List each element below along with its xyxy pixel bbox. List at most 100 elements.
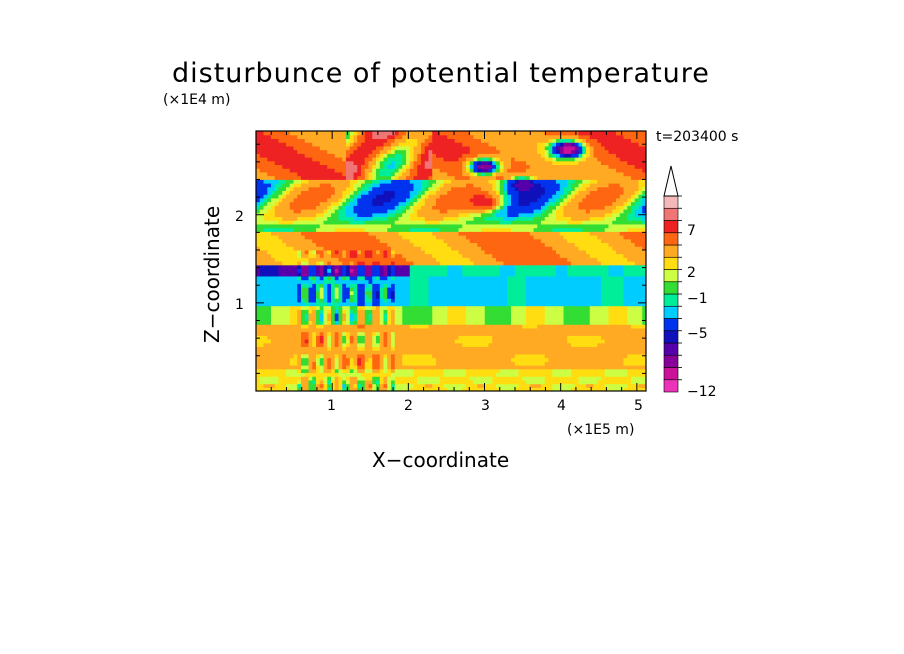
contour-cell: [364, 238, 370, 244]
contour-cell: [638, 383, 643, 388]
contour-cell: [518, 220, 523, 225]
contour-cell: [301, 376, 306, 381]
contour-cell: [627, 346, 632, 351]
contour-cell: [563, 379, 568, 385]
contour-cell: [544, 290, 550, 296]
contour-cell: [518, 253, 523, 258]
contour-cell: [349, 261, 355, 266]
contour-cell: [522, 327, 527, 333]
contour-cell: [402, 223, 407, 229]
contour-cell: [619, 257, 625, 262]
contour-cell: [454, 387, 460, 391]
contour-cell: [417, 316, 422, 322]
contour-cell: [278, 283, 283, 288]
contour-cell: [271, 268, 276, 273]
contour-cell: [447, 275, 452, 281]
contour-cell: [466, 290, 471, 296]
contour-cell: [616, 272, 621, 277]
contour-cell: [342, 339, 347, 344]
contour-cell: [589, 365, 595, 370]
contour-cell: [286, 290, 291, 296]
contour-cell: [481, 249, 486, 255]
contour-cell: [529, 361, 535, 366]
contour-cell: [473, 357, 478, 362]
contour-cell: [571, 279, 576, 284]
contour-cell: [616, 253, 621, 258]
contour-cell: [492, 290, 497, 296]
contour-cell: [634, 279, 640, 284]
contour-cell: [379, 342, 385, 348]
contour-cell: [334, 346, 340, 351]
contour-cell: [274, 379, 280, 385]
contour-cell: [331, 316, 336, 322]
contour-cell: [406, 376, 411, 381]
contour-cell: [327, 275, 332, 281]
contour-cell: [293, 313, 298, 318]
contour-cell: [593, 253, 598, 258]
contour-cell: [503, 268, 508, 273]
contour-cell: [312, 290, 317, 296]
contour-cell: [259, 379, 265, 385]
contour-cell: [634, 320, 640, 325]
contour-cell: [627, 216, 632, 221]
contour-cell: [559, 346, 565, 351]
contour-cell: [417, 294, 422, 299]
contour-cell: [417, 324, 422, 329]
contour-cell: [342, 331, 347, 336]
contour-cell: [443, 264, 448, 270]
contour-cell: [271, 209, 276, 214]
contour-cell: [259, 272, 265, 277]
contour-cell: [297, 257, 302, 262]
contour-cell: [559, 283, 565, 288]
contour-cell: [406, 368, 411, 374]
contour-cell: [529, 235, 535, 240]
contour-cell: [286, 331, 291, 336]
contour-cell: [604, 342, 610, 348]
contour-cell: [481, 257, 486, 262]
contour-cell: [372, 376, 377, 381]
contour-cell: [301, 387, 306, 391]
contour-cell: [331, 309, 336, 314]
contour-cell: [541, 246, 546, 251]
contour-cell: [327, 249, 332, 255]
contour-cell: [301, 346, 306, 351]
contour-cell: [372, 365, 377, 370]
contour-cell: [604, 301, 610, 307]
contour-cell: [286, 298, 291, 303]
contour-cell: [353, 387, 358, 391]
contour-cell: [267, 257, 272, 262]
contour-cell: [263, 368, 268, 374]
contour-cell: [567, 361, 572, 366]
contour-cell: [364, 246, 370, 251]
contour-cell: [338, 242, 343, 247]
contour-cell: [447, 261, 452, 266]
contour-cell: [552, 320, 557, 325]
contour-cell: [383, 320, 388, 325]
contour-cell: [462, 357, 467, 362]
contour-cell: [608, 275, 613, 281]
contour-cell: [334, 368, 340, 374]
contour-cell: [349, 275, 355, 281]
contour-cell: [481, 313, 486, 318]
contour-cell: [589, 275, 595, 281]
contour-cell: [263, 242, 268, 247]
contour-cell: [364, 268, 370, 273]
contour-cell: [541, 235, 546, 240]
contour-cell: [574, 249, 580, 255]
contour-cell: [263, 376, 268, 381]
contour-cell: [593, 231, 598, 236]
contour-cell: [616, 238, 621, 244]
contour-cell: [353, 331, 358, 336]
contour-cell: [263, 209, 268, 214]
contour-cell: [503, 257, 508, 262]
contour-cell: [368, 253, 373, 258]
contour-cell: [541, 320, 546, 325]
contour-cell: [552, 287, 557, 292]
contour-cell: [619, 316, 625, 322]
contour-cell: [263, 275, 268, 281]
contour-cell: [331, 361, 336, 366]
contour-cell: [556, 290, 561, 296]
contour-cell: [462, 361, 467, 366]
contour-cell: [586, 283, 591, 288]
contour-cell: [541, 365, 546, 370]
